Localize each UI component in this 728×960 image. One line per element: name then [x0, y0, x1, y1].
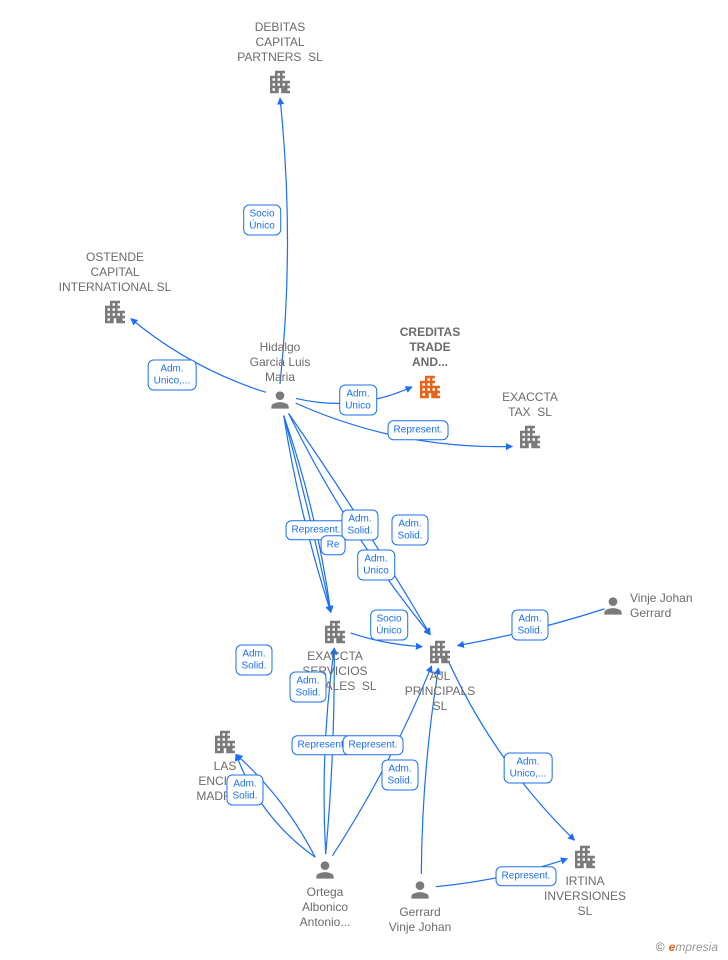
building-icon [415, 372, 445, 402]
node-vinje_jg[interactable]: Vinje Johan Gerrard [600, 591, 728, 621]
node-exaccta_tax[interactable]: EXACCTA TAX SL [470, 390, 590, 454]
person-icon-wrap [360, 877, 480, 903]
building-icon-wrap [165, 727, 285, 757]
node-label: EXACCTA TAX SL [470, 390, 590, 420]
copyright-symbol: © [656, 940, 665, 954]
person-icon [312, 857, 338, 883]
edge-label[interactable]: Adm. Unico [339, 385, 377, 416]
node-ajl[interactable]: AJL PRINCIPALS SL [380, 635, 500, 714]
edge-label[interactable]: Adm. Solid. [381, 760, 418, 791]
building-icon-wrap [55, 297, 175, 327]
node-las_encinas[interactable]: LAS ENCINAS MADRID... [165, 725, 285, 804]
node-label: Gerrard Vinje Johan [360, 905, 480, 935]
brand-logo: empresia [669, 940, 718, 954]
node-ostende[interactable]: OSTENDE CAPITAL INTERNATIONAL SL [55, 250, 175, 329]
node-debitas[interactable]: DEBITAS CAPITAL PARTNERS SL [220, 20, 340, 99]
building-icon [515, 422, 545, 452]
edge-label[interactable]: Socio Único [243, 205, 281, 236]
copyright: © empresia [656, 940, 718, 954]
node-label: Vinje Johan Gerrard [630, 591, 693, 621]
edge-label[interactable]: Adm. Solid. [341, 510, 378, 541]
edges-layer [0, 0, 728, 960]
building-icon-wrap [220, 67, 340, 97]
person-icon-wrap [220, 387, 340, 413]
edge-label[interactable]: Adm. Solid. [235, 645, 272, 676]
building-icon-wrap [380, 637, 500, 667]
edge-label[interactable]: Adm. Solid. [226, 775, 263, 806]
edge-label[interactable]: Represent. [388, 420, 449, 440]
node-gerrard_vj[interactable]: Gerrard Vinje Johan [360, 875, 480, 935]
network-canvas: DEBITAS CAPITAL PARTNERS SL OSTENDE CAPI… [0, 0, 728, 960]
building-icon [570, 842, 600, 872]
building-icon [265, 67, 295, 97]
edge-label[interactable]: Adm. Solid. [391, 515, 428, 546]
edge-label[interactable]: Adm. Solid. [289, 672, 326, 703]
edge-label[interactable]: Socio Único [370, 610, 408, 641]
edge-label[interactable]: Adm. Unico,... [148, 360, 197, 391]
building-icon [320, 617, 350, 647]
node-label: Hidalgo Garcia Luis Maria [220, 340, 340, 385]
person-icon [407, 877, 433, 903]
edge-label[interactable]: Adm. Solid. [511, 610, 548, 641]
person-icon [600, 593, 626, 619]
building-icon-wrap [470, 422, 590, 452]
node-label: OSTENDE CAPITAL INTERNATIONAL SL [55, 250, 175, 295]
edge-label[interactable]: Represent. [496, 866, 557, 886]
building-icon [210, 727, 240, 757]
node-label: CREDITAS TRADE AND... [370, 325, 490, 370]
building-icon [425, 637, 455, 667]
node-hidalgo[interactable]: Hidalgo Garcia Luis Maria [220, 340, 340, 415]
edge-label[interactable]: Re [321, 535, 346, 555]
building-icon [100, 297, 130, 327]
edge [284, 416, 331, 613]
person-icon [267, 387, 293, 413]
edge-label[interactable]: Adm. Unico [357, 550, 395, 581]
edge-label[interactable]: Represent. [343, 735, 404, 755]
edge [284, 416, 331, 613]
edge-label[interactable]: Adm. Unico,... [504, 753, 553, 784]
node-label: LAS ENCINAS MADRID... [165, 759, 285, 804]
person-icon-wrap [600, 593, 626, 619]
node-label: DEBITAS CAPITAL PARTNERS SL [220, 20, 340, 65]
edge [284, 416, 331, 613]
node-label: AJL PRINCIPALS SL [380, 669, 500, 714]
